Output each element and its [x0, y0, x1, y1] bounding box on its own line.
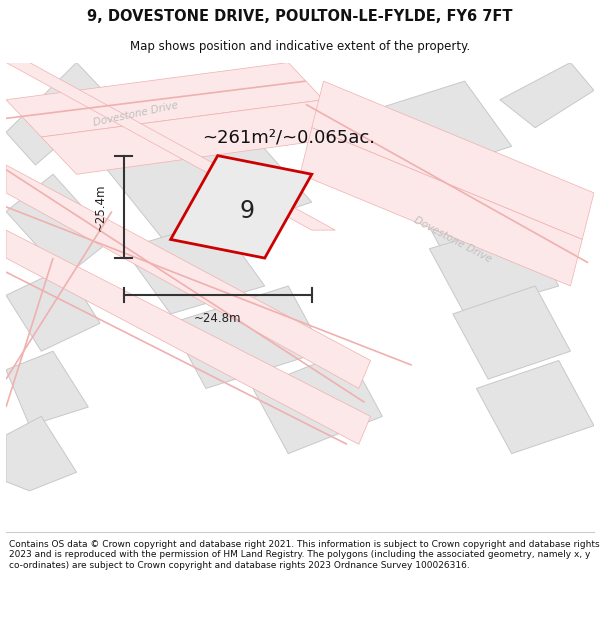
Polygon shape: [347, 81, 512, 184]
Polygon shape: [170, 286, 323, 388]
Polygon shape: [124, 221, 265, 314]
Polygon shape: [500, 62, 594, 127]
Text: Map shows position and indicative extent of the property.: Map shows position and indicative extent…: [130, 40, 470, 52]
Text: ~25.4m: ~25.4m: [94, 183, 107, 231]
Polygon shape: [6, 230, 371, 444]
Polygon shape: [312, 81, 594, 239]
Polygon shape: [430, 221, 559, 314]
Polygon shape: [6, 351, 88, 426]
Polygon shape: [6, 62, 335, 230]
Text: 9: 9: [239, 199, 254, 224]
Text: 9, DOVESTONE DRIVE, POULTON-LE-FYLDE, FY6 7FT: 9, DOVESTONE DRIVE, POULTON-LE-FYLDE, FY…: [87, 9, 513, 24]
Polygon shape: [6, 62, 323, 137]
Polygon shape: [406, 156, 535, 249]
Polygon shape: [476, 361, 594, 454]
Polygon shape: [453, 286, 571, 379]
Polygon shape: [6, 268, 100, 351]
Text: ~24.8m: ~24.8m: [194, 312, 241, 325]
Polygon shape: [6, 62, 112, 165]
Polygon shape: [6, 165, 371, 388]
Text: Contains OS data © Crown copyright and database right 2021. This information is : Contains OS data © Crown copyright and d…: [9, 540, 599, 569]
Polygon shape: [6, 174, 112, 277]
Text: Dovestone Drive: Dovestone Drive: [412, 215, 493, 264]
Polygon shape: [41, 100, 347, 174]
Polygon shape: [6, 416, 77, 491]
Polygon shape: [170, 156, 312, 258]
Polygon shape: [253, 351, 382, 454]
Polygon shape: [300, 127, 582, 286]
Text: ~261m²/~0.065ac.: ~261m²/~0.065ac.: [202, 128, 375, 146]
Polygon shape: [88, 109, 312, 249]
Text: Dovestone Drive: Dovestone Drive: [92, 100, 179, 127]
